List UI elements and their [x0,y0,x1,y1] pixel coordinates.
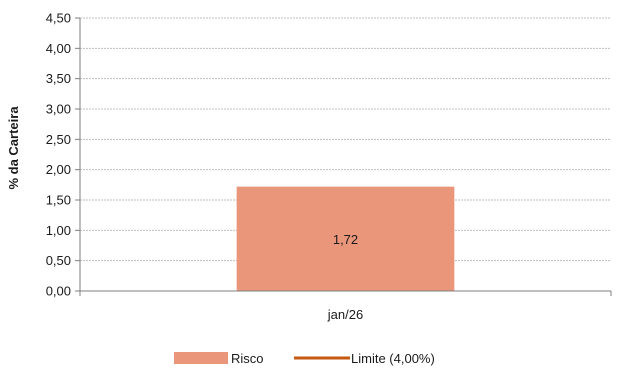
bar-risco [236,186,455,291]
bars [236,186,455,291]
y-tick-label: 3,50 [46,71,71,86]
legend-label-limite: Limite (4,00%) [351,351,435,366]
gridlines [80,17,611,262]
y-tick-label: 4,50 [46,11,71,26]
axes [79,18,611,292]
bar-data-label: 1,72 [333,232,358,247]
y-tick-label: 1,00 [46,223,71,238]
legend-swatch-risco [174,352,228,364]
y-tick-label: 0,00 [46,284,71,299]
y-axis-label: % da Carteira [6,106,21,190]
legend: Risco Limite (4,00%) [174,351,435,366]
y-tick-label: 2,00 [46,162,71,177]
y-tick-labels: 0,00 0,50 1,00 1,50 2,00 2,50 3,00 3,50 4,00 4,50 [46,11,80,299]
y-tick-label: 4,00 [46,41,71,56]
y-tick-label: 0,50 [46,253,71,268]
data-labels: 1,72 [333,232,358,247]
x-tick-labels: jan/26 [79,291,612,322]
y-tick-label: 3,00 [46,102,71,117]
y-tick-label: 2,50 [46,132,71,147]
x-tick-label: jan/26 [327,307,363,322]
y-tick-label: 1,50 [46,193,71,208]
legend-label-risco: Risco [231,351,264,366]
